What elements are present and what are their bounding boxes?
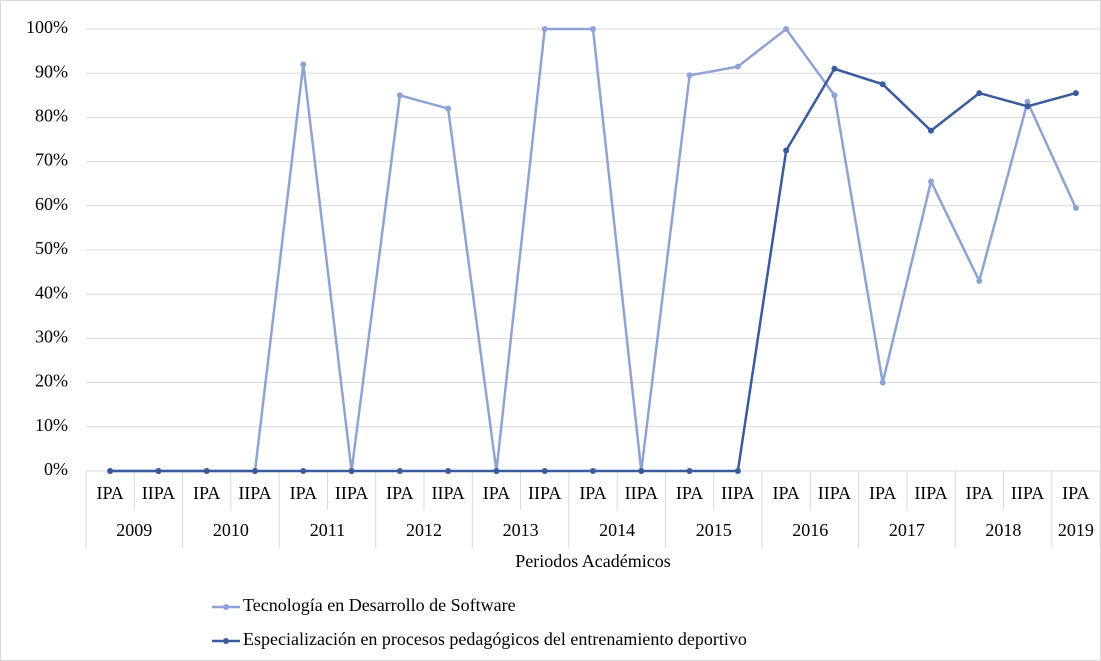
x-tick-label: IPA [386,483,413,503]
data-point [686,468,693,474]
data-point [300,468,307,474]
data-point [976,277,983,284]
legend-label: Especialización en procesos pedagógicos … [243,629,747,649]
data-point [783,147,790,154]
data-point [1024,103,1031,110]
y-tick-label: 70% [35,150,68,170]
x-tick-label: IIPA [142,483,175,503]
x-group-label: 2019 [1058,520,1094,540]
x-group-label: 2014 [599,520,635,540]
data-point [1072,205,1079,212]
x-group-label: 2009 [116,520,152,540]
x-tick-label: IIPA [528,483,561,503]
data-point [203,468,210,474]
x-tick-label: IPA [483,483,510,503]
x-tick-label: IIPA [818,483,851,503]
data-point [445,468,452,474]
data-point [107,468,114,474]
data-point [928,178,934,185]
data-point [396,92,403,99]
data-point [348,468,355,474]
legend-marker [223,604,229,610]
x-group-label: 2015 [696,520,732,540]
x-tick-label: IPA [772,483,799,503]
data-point [445,105,452,112]
data-point [590,468,596,474]
data-point [879,379,886,386]
x-tick-label: IPA [193,483,220,503]
x-group-label: 2010 [213,520,249,540]
x-group-label: 2013 [503,520,539,540]
y-tick-label: 30% [35,327,68,347]
x-tick-label: IIPA [335,483,368,503]
data-point [879,81,886,88]
x-tick-label: IIPA [625,483,658,503]
data-point [590,26,596,32]
data-point [252,468,258,474]
data-point [638,468,645,474]
legend-label: Tecnología en Desarrollo de Software [243,595,516,615]
data-point [734,63,741,70]
data-point [928,127,934,134]
data-point [1024,98,1031,105]
x-group-label: 2016 [792,520,828,540]
legend-marker [223,638,229,644]
data-point [396,468,403,474]
y-tick-label: 40% [35,282,68,302]
x-group-label: 2017 [889,520,925,540]
x-axis-title: Periodos Académicos [515,551,670,571]
x-tick-label: IIPA [914,483,947,503]
data-point [541,468,548,474]
y-tick-label: 80% [35,106,68,126]
data-point [1072,90,1079,97]
y-tick-label: 60% [35,194,68,214]
y-tick-label: 10% [35,415,68,435]
x-tick-label: IPA [290,483,317,503]
x-tick-label: IIPA [721,483,754,503]
data-point [493,468,500,474]
data-point [783,26,790,32]
x-group-label: 2011 [310,520,345,540]
data-point [155,468,162,474]
data-point [541,26,548,32]
x-tick-label: IPA [96,483,123,503]
data-point [831,65,838,72]
y-tick-label: 50% [35,238,68,258]
x-tick-label: IPA [869,483,896,503]
y-tick-label: 90% [35,61,68,81]
data-point [300,61,307,68]
data-point [734,468,741,474]
x-tick-label: IPA [676,483,703,503]
x-tick-label: IPA [1062,483,1089,503]
x-group-label: 2018 [985,520,1021,540]
x-tick-label: IIPA [238,483,271,503]
x-tick-label: IPA [579,483,606,503]
x-tick-label: IIPA [1011,483,1044,503]
data-point [686,72,693,79]
y-tick-label: 0% [44,459,68,479]
x-tick-label: IPA [966,483,993,503]
x-tick-label: IIPA [431,483,464,503]
data-point [831,92,838,99]
data-point [976,90,983,97]
y-tick-label: 20% [35,371,68,391]
x-group-label: 2012 [406,520,442,540]
y-tick-label: 100% [26,17,68,37]
